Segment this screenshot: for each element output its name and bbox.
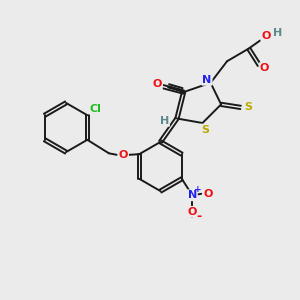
Text: S: S <box>201 124 209 135</box>
Text: H: H <box>160 116 169 126</box>
Text: O: O <box>261 31 271 41</box>
Text: -: - <box>196 210 202 223</box>
Text: N: N <box>188 190 197 200</box>
Text: O: O <box>203 189 213 199</box>
Text: Cl: Cl <box>90 103 102 114</box>
Text: O: O <box>188 207 197 217</box>
Text: O: O <box>118 150 128 160</box>
Text: O: O <box>152 79 162 89</box>
Text: N: N <box>202 75 211 85</box>
Text: +: + <box>194 185 202 194</box>
Text: O: O <box>260 63 269 73</box>
Text: H: H <box>273 28 282 38</box>
Text: S: S <box>244 102 252 112</box>
